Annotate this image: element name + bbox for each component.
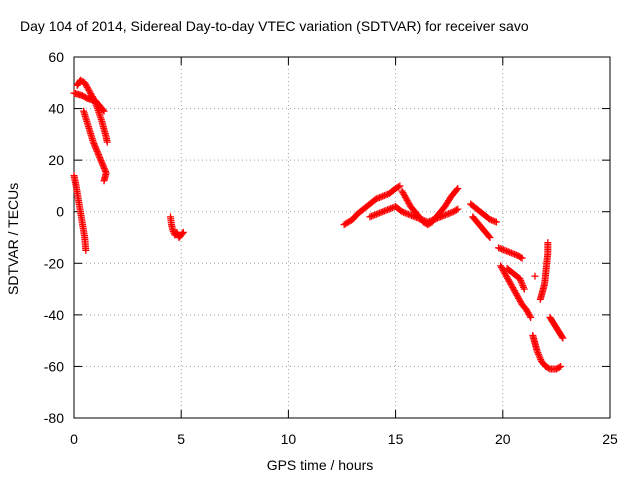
y-tick-label: -20 bbox=[44, 255, 64, 271]
data-point bbox=[545, 364, 553, 372]
data-point bbox=[396, 182, 404, 190]
x-tick-label: 20 bbox=[495, 431, 511, 447]
data-point bbox=[454, 185, 462, 193]
x-axis-label: GPS time / hours bbox=[266, 457, 374, 473]
y-tick-label: 60 bbox=[48, 49, 64, 65]
y-tick-label: 0 bbox=[56, 204, 64, 220]
data-point bbox=[517, 253, 525, 261]
y-tick-label: -40 bbox=[44, 307, 64, 323]
data-point bbox=[88, 93, 96, 101]
data-point bbox=[100, 107, 108, 115]
data-point bbox=[103, 138, 111, 146]
data-point bbox=[454, 205, 462, 213]
x-tick-label: 15 bbox=[388, 431, 404, 447]
data-point bbox=[557, 362, 565, 370]
x-tick-label: 10 bbox=[281, 431, 297, 447]
data-point bbox=[531, 272, 539, 280]
x-tick-label: 0 bbox=[70, 431, 78, 447]
data-point bbox=[100, 177, 108, 185]
y-axis-label: SDTVAR / TECUs bbox=[5, 182, 21, 295]
data-point bbox=[527, 313, 535, 321]
axis-ticks: 0 5 10 15 20 25 -80 -60 -40 -20 0 20 40 60 bbox=[44, 49, 618, 447]
data-point bbox=[492, 218, 500, 226]
y-tick-label: 20 bbox=[48, 152, 64, 168]
y-tick-label: -80 bbox=[44, 410, 64, 426]
data-point bbox=[520, 285, 528, 293]
y-tick-label: -60 bbox=[44, 358, 64, 374]
x-tick-label: 25 bbox=[602, 431, 618, 447]
data-point bbox=[486, 234, 494, 241]
plot-frame bbox=[73, 56, 611, 419]
data-point bbox=[452, 206, 460, 214]
data-point bbox=[559, 334, 567, 342]
data-point bbox=[558, 333, 566, 341]
data-point bbox=[518, 254, 526, 262]
data-point bbox=[536, 295, 544, 303]
data-point bbox=[179, 228, 187, 236]
data-point bbox=[178, 230, 186, 238]
chart-title: Day 104 of 2014, Sidereal Day-to-day VTE… bbox=[20, 18, 529, 34]
data-point bbox=[394, 183, 402, 191]
data-point bbox=[485, 232, 493, 240]
grid-lines bbox=[74, 57, 610, 418]
data-point bbox=[555, 363, 563, 371]
x-tick-label: 5 bbox=[177, 431, 185, 447]
data-point bbox=[526, 312, 534, 320]
data-point bbox=[82, 246, 90, 254]
data-points bbox=[70, 76, 567, 373]
data-point bbox=[453, 186, 461, 194]
y-tick-label: 40 bbox=[48, 101, 64, 117]
